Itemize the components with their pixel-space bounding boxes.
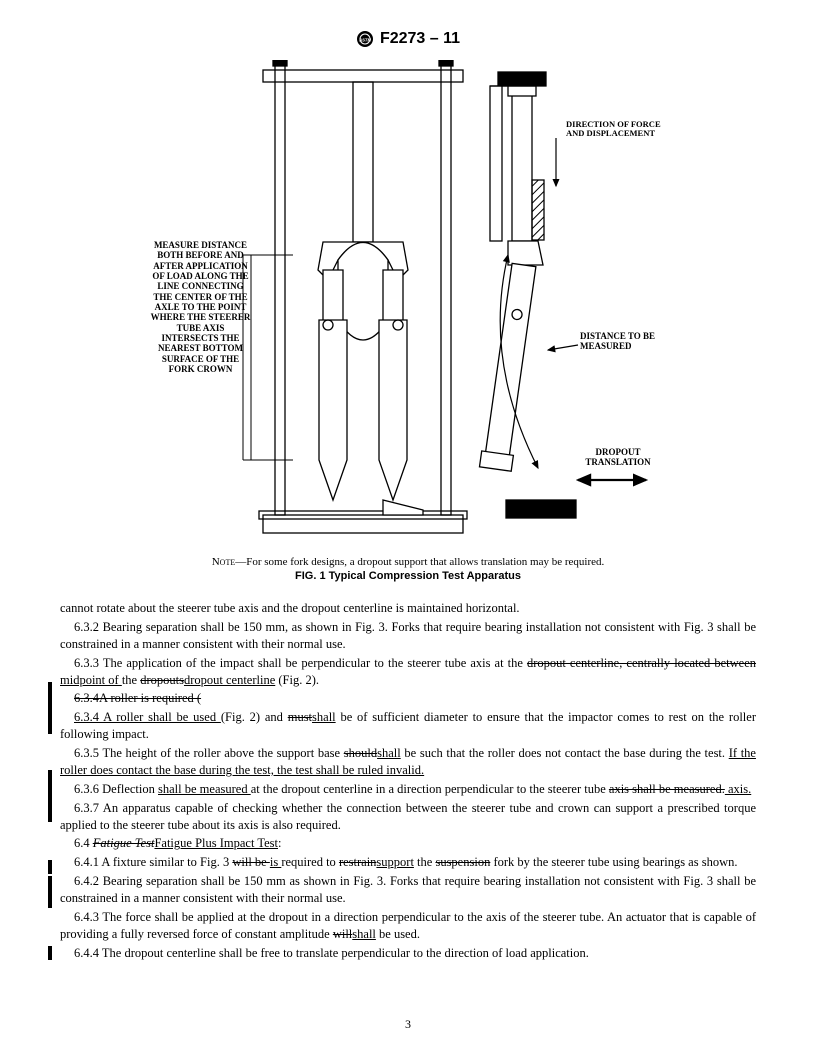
header: ASTM F2273 – 11 <box>60 30 756 52</box>
figure-note-prefix: Note <box>212 556 236 568</box>
para-6-3-1-cont: cannot rotate about the steerer tube axi… <box>60 600 756 617</box>
figure-caption: FIG. 1 Typical Compression Test Apparatu… <box>60 570 756 582</box>
change-bar <box>48 770 52 822</box>
change-bar <box>48 682 52 734</box>
para-6-4-3: 6.4.3 The force shall be applied at the … <box>60 909 756 943</box>
standard-designation: F2273 – 11 <box>380 30 460 48</box>
para-6-4-4: 6.4.4 The dropout centerline shall be fr… <box>60 945 756 962</box>
page: ASTM F2273 – 11 <box>0 0 816 1056</box>
para-6-3-3: 6.3.3 The application of the impact shal… <box>60 655 756 689</box>
para-6-4-2: 6.4.2 Bearing separation shall be 150 mm… <box>60 873 756 907</box>
para-6-3-7: 6.3.7 An apparatus capable of checking w… <box>60 800 756 834</box>
figure-right-label-mid: DISTANCE TO BE MEASURED <box>580 332 668 352</box>
change-bar <box>48 946 52 960</box>
para-6-3-4: 6.3.4 A roller shall be used (Fig. 2) an… <box>60 709 756 743</box>
figure-1: MEASURE DISTANCE BOTH BEFORE AND AFTER A… <box>60 60 756 582</box>
astm-logo-icon: ASTM <box>356 30 374 48</box>
para-6-3-4-struck: 6.3.4A roller is required ( <box>60 690 756 707</box>
change-bar <box>48 876 52 908</box>
para-6-3-5: 6.3.5 The height of the roller above the… <box>60 745 756 779</box>
para-6-3-6: 6.3.6 Deflection shall be measured at th… <box>60 781 756 798</box>
body-text: cannot rotate about the steerer tube axi… <box>60 600 756 962</box>
svg-text:ASTM: ASTM <box>358 38 371 43</box>
figure-note: Note—For some fork designs, a dropout su… <box>60 556 756 568</box>
page-number: 3 <box>0 1017 816 1032</box>
figure-right-label-top: DIRECTION OF FORCE AND DISPLACEMENT <box>566 120 666 139</box>
figure-note-text: —For some fork designs, a dropout suppor… <box>235 556 604 568</box>
figure-left-label: MEASURE DISTANCE BOTH BEFORE AND AFTER A… <box>148 240 253 374</box>
para-6-4-1: 6.4.1 A fixture similar to Fig. 3 will b… <box>60 854 756 871</box>
figure-right-label-bot: DROPOUT TRANSLATION <box>568 448 668 468</box>
change-bar <box>48 860 52 874</box>
para-6-4: 6.4 Fatigue TestFatigue Plus Impact Test… <box>60 835 756 852</box>
para-6-3-2: 6.3.2 Bearing separation shall be 150 mm… <box>60 619 756 653</box>
